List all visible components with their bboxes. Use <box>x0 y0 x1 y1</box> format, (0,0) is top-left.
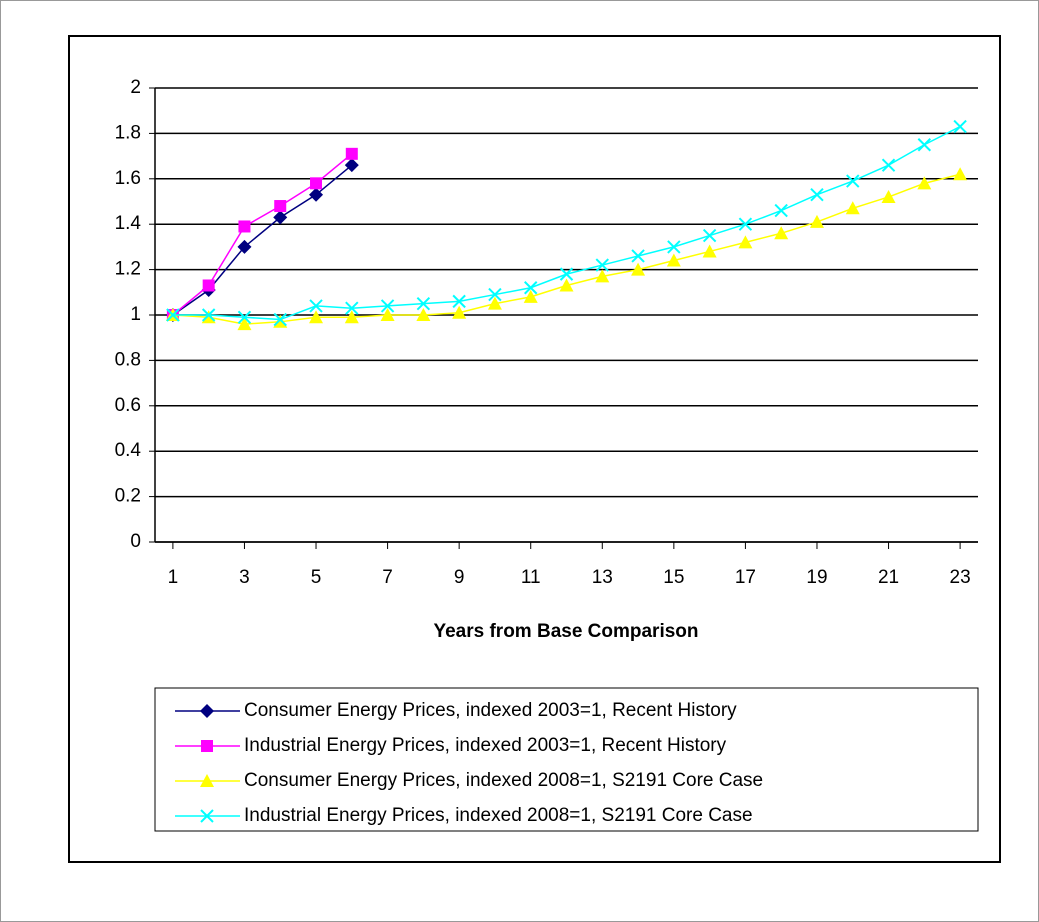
x-axis-title: Years from Base Comparison <box>433 621 698 642</box>
data-point <box>559 278 574 292</box>
y-tick-label: 0.6 <box>115 395 141 416</box>
legend-marker <box>200 809 214 823</box>
data-point <box>380 299 395 313</box>
data-point <box>201 308 216 322</box>
data-point <box>559 267 574 281</box>
legend-box <box>154 687 979 832</box>
data-point <box>523 289 538 303</box>
data-point <box>631 262 646 276</box>
data-point <box>416 296 431 311</box>
x-tick-label: 1 <box>168 567 179 588</box>
x-tick-label: 13 <box>592 567 613 588</box>
data-point <box>595 258 609 272</box>
legend-marker <box>200 704 214 718</box>
x-tick-label: 21 <box>878 567 899 588</box>
legend-marker <box>200 774 214 787</box>
series-line <box>172 164 353 316</box>
data-point <box>846 174 860 188</box>
data-point <box>666 253 681 267</box>
data-point <box>631 249 645 263</box>
data-point <box>310 177 323 190</box>
data-point <box>237 310 252 324</box>
legend-label: Consumer Energy Prices, indexed 2003=1, … <box>244 700 737 721</box>
data-point <box>595 269 610 283</box>
data-point <box>166 308 180 322</box>
x-tick-label: 23 <box>950 567 971 588</box>
data-point <box>344 158 359 173</box>
data-point <box>810 187 824 202</box>
data-point <box>917 138 932 152</box>
data-point <box>202 279 215 292</box>
data-point <box>953 167 968 181</box>
data-point <box>667 240 681 254</box>
data-point <box>809 214 824 228</box>
legend-label: Industrial Energy Prices, indexed 2008=1… <box>244 805 753 826</box>
data-point <box>273 314 288 328</box>
data-point <box>452 305 467 319</box>
legend-label: Industrial Energy Prices, indexed 2003=1… <box>244 735 727 756</box>
y-tick-label: 0.4 <box>115 440 142 461</box>
y-tick-label: 1.8 <box>115 122 141 143</box>
data-point <box>953 119 967 134</box>
data-point <box>845 201 860 215</box>
x-tick-label: 7 <box>382 567 393 588</box>
data-point <box>237 239 252 254</box>
data-point <box>416 308 431 321</box>
data-point <box>881 158 896 172</box>
data-point <box>309 299 323 313</box>
y-tick-label: 0.8 <box>115 349 141 370</box>
data-point <box>524 281 538 295</box>
data-point <box>345 301 359 315</box>
x-tick-label: 15 <box>663 567 684 588</box>
data-point <box>345 147 358 160</box>
data-point <box>488 287 502 302</box>
data-point <box>774 203 788 218</box>
data-point <box>309 310 324 324</box>
data-point <box>774 226 789 240</box>
data-point <box>273 312 287 327</box>
data-point <box>881 189 896 203</box>
y-tick-label: 1 <box>130 304 141 325</box>
y-tick-label: 0.2 <box>115 486 141 507</box>
x-tick-label: 19 <box>806 567 827 588</box>
y-tick-label: 1.6 <box>115 168 141 189</box>
data-point <box>274 200 287 213</box>
y-tick-label: 0 <box>130 531 141 552</box>
data-point <box>273 210 288 225</box>
data-point <box>738 217 753 231</box>
x-tick-label: 11 <box>521 567 541 588</box>
data-point <box>380 308 395 321</box>
data-point <box>917 176 932 190</box>
data-point <box>344 310 359 324</box>
data-point <box>702 228 717 243</box>
legend-label: Consumer Energy Prices, indexed 2008=1, … <box>244 770 763 791</box>
y-tick-label: 1.2 <box>115 259 141 280</box>
data-point <box>237 317 252 331</box>
x-tick-label: 5 <box>311 567 322 588</box>
y-tick-label: 2 <box>130 77 141 98</box>
data-point <box>309 187 324 202</box>
data-point <box>238 220 251 233</box>
y-tick-label: 1.4 <box>115 213 142 234</box>
legend-marker <box>201 740 213 752</box>
data-point <box>201 310 216 324</box>
data-point <box>487 296 502 310</box>
x-tick-label: 9 <box>454 567 465 588</box>
data-point <box>452 294 466 309</box>
data-point <box>738 235 753 249</box>
x-tick-label: 17 <box>735 567 756 588</box>
x-tick-label: 3 <box>239 567 250 588</box>
data-point <box>702 244 717 258</box>
